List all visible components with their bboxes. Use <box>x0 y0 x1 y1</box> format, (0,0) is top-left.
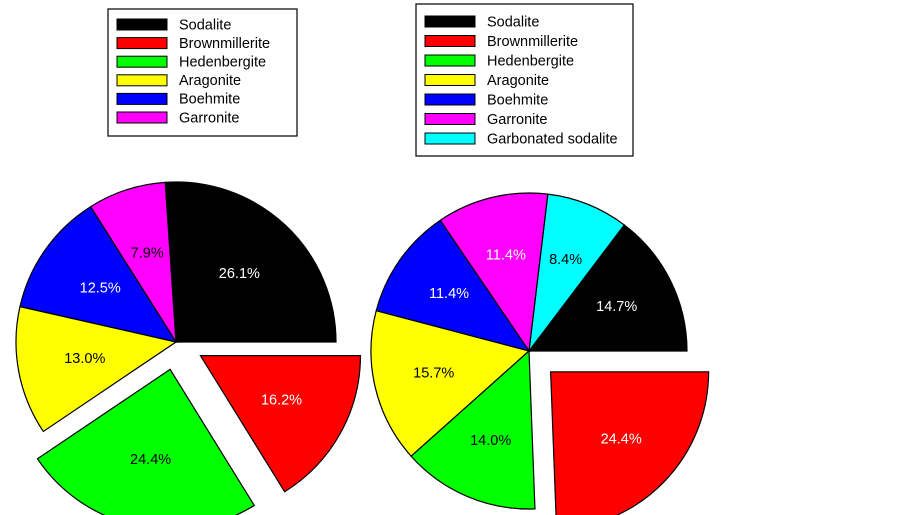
legend-label-garronite: Garronite <box>487 112 547 128</box>
pie-slice-garronite <box>439 192 549 353</box>
legend-swatch-sodalite <box>116 18 168 31</box>
legend: Sodalite Brownmillerite Hedenbergite Aragon… <box>415 3 634 157</box>
legend-swatch-sodalite <box>424 15 476 28</box>
legend-label-boehmite: Boehmite <box>179 92 240 108</box>
legend-label-aragonite: Aragonite <box>179 73 241 89</box>
legend-label-aragonite: Aragonite <box>487 73 549 89</box>
legend-label-sodalite: Sodalite <box>487 14 539 30</box>
legend: Sodalite Brownmillerite Hedenbergite Aragon… <box>107 8 298 137</box>
legend-swatch-hedenbergite <box>424 54 476 67</box>
legend-label-hedenbergite: Hedenbergite <box>179 55 266 71</box>
legend-label-garronite: Garronite <box>179 110 239 126</box>
pie-slice-aragonite <box>15 305 178 433</box>
legend-swatch-garronite <box>116 111 168 124</box>
pie-slice-brownmillerite <box>549 371 710 515</box>
slice-label-hedenbergite: 24.4% <box>130 452 171 468</box>
legend-swatch-brownmillerite <box>424 35 476 47</box>
legend-swatch-garbonated-sodalite <box>424 132 476 145</box>
legend-label-boehmite: Boehmite <box>487 92 548 108</box>
pie-slice-boehmite <box>375 219 531 352</box>
pie-chart-right: 14.7% 8.4% 11.4% 11.4% 15.7% 14.0% 24.4% Sodali… <box>370 3 710 515</box>
slice-label-garronite: 11.4% <box>486 248 526 264</box>
slice-label-aragonite: 15.7% <box>413 366 454 382</box>
slice-label-brownmillerite: 24.4% <box>601 432 642 448</box>
slice-label-sodalite: 14.7% <box>596 299 637 315</box>
legend-label-sodalite: Sodalite <box>179 17 231 33</box>
pie-chart-left: 26.1% 7.9% 12.5% 13.0% 24.4% 16.2% Sodalite Bro… <box>15 8 362 515</box>
legend-label-garbonated-sodalite: Garbonated sodalite <box>487 131 618 147</box>
legend-label-brownmillerite: Brownmillerite <box>487 34 578 50</box>
legend-swatch-garronite <box>424 113 476 125</box>
pie-slice-sodalite <box>527 224 688 352</box>
legend-label-hedenbergite: Hedenbergite <box>487 53 574 69</box>
slice-label-brownmillerite: 16.2% <box>261 393 302 409</box>
slice-label-sodalite: 26.1% <box>219 266 260 282</box>
slice-label-aragonite: 13.0% <box>64 351 105 367</box>
legend-swatch-boehmite <box>424 93 476 106</box>
pie-slice-aragonite <box>370 310 531 458</box>
legend-label-brownmillerite: Brownmillerite <box>179 36 270 52</box>
legend-swatch-aragonite <box>116 74 168 87</box>
legend-swatch-boehmite <box>116 92 168 105</box>
slice-label-garbonated-sodalite: 8.4% <box>549 252 582 268</box>
slice-label-garronite: 7.9% <box>131 246 164 262</box>
slice-label-boehmite: 11.4% <box>429 286 469 302</box>
pie-slice-boehmite <box>19 205 178 343</box>
pie-slice-hedenbergite <box>410 349 536 510</box>
pie-slice-sodalite <box>164 181 337 343</box>
legend-swatch-brownmillerite <box>116 37 168 50</box>
slice-label-hedenbergite: 14.0% <box>470 433 511 449</box>
legend-swatch-hedenbergite <box>116 55 168 68</box>
pie-slice-brownmillerite <box>199 355 362 493</box>
slice-label-boehmite: 12.5% <box>80 280 121 296</box>
pie-slice-hedenbergite <box>36 368 256 515</box>
legend-swatch-aragonite <box>424 74 476 86</box>
